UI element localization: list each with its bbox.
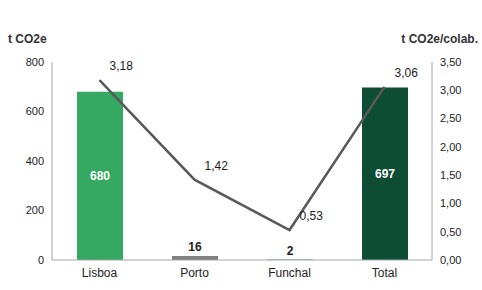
- svg-text:3,50: 3,50: [440, 56, 461, 68]
- svg-text:2,00: 2,00: [440, 141, 461, 153]
- svg-text:0,53: 0,53: [300, 209, 324, 223]
- svg-text:16: 16: [188, 240, 202, 254]
- svg-text:600: 600: [26, 105, 44, 117]
- svg-text:3,06: 3,06: [395, 66, 419, 80]
- svg-text:800: 800: [26, 56, 44, 68]
- svg-text:1,42: 1,42: [205, 159, 229, 173]
- svg-text:400: 400: [26, 155, 44, 167]
- svg-text:0,00: 0,00: [440, 254, 461, 266]
- html-text:t CO2e: t CO2e: [8, 32, 47, 46]
- svg-text:0: 0: [38, 254, 44, 266]
- svg-text:Total: Total: [372, 266, 397, 280]
- svg-text:1,00: 1,00: [440, 197, 461, 209]
- html-text:t CO2e/colab.: t CO2e/colab.: [401, 32, 478, 46]
- svg-text:3,00: 3,00: [440, 84, 461, 96]
- svg-text:Funchal: Funchal: [268, 266, 311, 280]
- svg-text:Lisboa: Lisboa: [82, 266, 118, 280]
- svg-text:200: 200: [26, 204, 44, 216]
- svg-text:Porto: Porto: [180, 266, 209, 280]
- svg-text:0,50: 0,50: [440, 226, 461, 238]
- svg-text:2: 2: [287, 244, 294, 258]
- svg-text:697: 697: [375, 167, 395, 181]
- svg-text:3,18: 3,18: [110, 59, 134, 73]
- svg-text:680: 680: [90, 169, 110, 183]
- svg-text:2,50: 2,50: [440, 112, 461, 124]
- svg-text:1,50: 1,50: [440, 169, 461, 181]
